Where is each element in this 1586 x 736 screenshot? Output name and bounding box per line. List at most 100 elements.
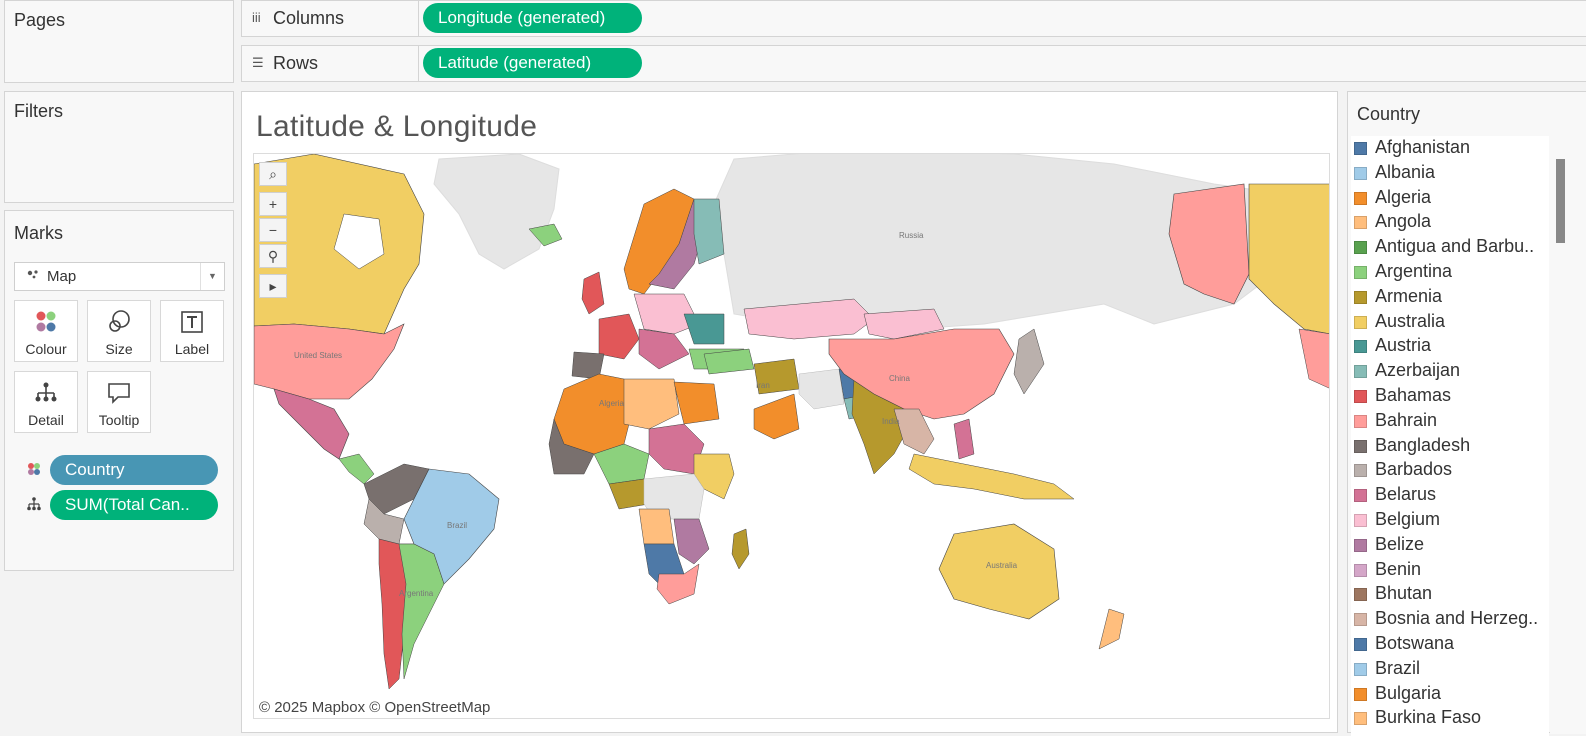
legend-item-label: Benin	[1375, 558, 1422, 579]
color-legend: Country Afghanistan Albania Algeria Angola A…	[1347, 91, 1586, 736]
legend-item-label: Belize	[1375, 533, 1425, 554]
legend-swatch	[1354, 290, 1367, 304]
map-label-algeria: Algeria	[599, 399, 624, 408]
legend-item[interactable]: Brazil	[1351, 657, 1549, 682]
legend-item[interactable]: Albania	[1351, 161, 1549, 186]
legend-item-label: Afghanistan	[1375, 137, 1471, 157]
legend-item-label: Australia	[1375, 310, 1446, 331]
world-map[interactable]	[254, 154, 1330, 719]
size-label: Size	[105, 341, 133, 357]
scrollbar-thumb[interactable]	[1556, 159, 1565, 243]
legend-item[interactable]: Bosnia and Herzeg..	[1351, 607, 1549, 632]
rows-shelf[interactable]: ☰ Rows Latitude (generated)	[241, 45, 1586, 82]
pin-icon[interactable]: ⚲	[259, 244, 287, 268]
legend-item-label: Antigua and Barbu..	[1375, 236, 1535, 257]
legend-item-label: Bhutan	[1375, 583, 1433, 604]
pages-title: Pages	[14, 10, 66, 30]
legend-item[interactable]: Bangladesh	[1351, 434, 1549, 459]
play-icon[interactable]: ▸	[259, 274, 287, 298]
legend-swatch	[1354, 588, 1367, 602]
map-label-argentina: Argentina	[399, 589, 434, 598]
legend-swatch	[1354, 637, 1367, 651]
legend-item-label: Albania	[1375, 161, 1436, 182]
label-label: Label	[174, 341, 210, 357]
legend-item-label: Burkina Faso	[1375, 707, 1482, 728]
size-button[interactable]: Size	[87, 300, 151, 362]
search-icon[interactable]: ⌕	[259, 162, 287, 186]
mark-type-dropdown[interactable]: Map ▼	[14, 262, 225, 291]
legend-item[interactable]: Argentina	[1351, 260, 1549, 285]
legend-item[interactable]: Barbados	[1351, 458, 1549, 483]
legend-item[interactable]: Austria	[1351, 334, 1549, 359]
legend-item-label: Angola	[1375, 211, 1432, 232]
legend-title: Country	[1357, 104, 1421, 124]
legend-item-label: Armenia	[1375, 285, 1443, 306]
legend-swatch	[1354, 365, 1367, 379]
detail-icon	[15, 380, 77, 406]
map-label-china: China	[889, 374, 910, 383]
legend-item[interactable]: Australia	[1351, 310, 1549, 335]
legend-swatch	[1354, 489, 1367, 503]
zoom-out-button[interactable]: −	[259, 218, 287, 242]
legend-item[interactable]: Belize	[1351, 533, 1549, 558]
legend-swatch	[1354, 613, 1367, 627]
legend-item[interactable]: Bhutan	[1351, 582, 1549, 607]
colour-encoding-icon	[27, 462, 41, 481]
map-attribution: © 2025 Mapbox © OpenStreetMap	[256, 699, 494, 716]
viz-pane: Latitude & Longitude	[241, 91, 1338, 733]
legend-item[interactable]: Belgium	[1351, 508, 1549, 533]
mark-type-label: Map	[47, 268, 77, 285]
chevron-down-icon[interactable]: ▼	[200, 263, 224, 290]
colour-icon	[15, 309, 77, 335]
filters-card[interactable]: Filters	[4, 91, 234, 203]
legend-item[interactable]: Angola	[1351, 210, 1549, 235]
zoom-in-button[interactable]: +	[259, 192, 287, 216]
legend-item[interactable]: Algeria	[1351, 186, 1549, 211]
legend-swatch	[1354, 166, 1367, 180]
detail-label: Detail	[28, 412, 64, 428]
legend-swatch	[1354, 513, 1367, 527]
legend-item-label: Barbados	[1375, 459, 1453, 480]
columns-shelf[interactable]: iii Columns Longitude (generated)	[241, 0, 1586, 37]
legend-swatch	[1354, 315, 1367, 329]
colour-button[interactable]: Colour	[14, 300, 78, 362]
tooltip-button[interactable]: Tooltip	[87, 371, 151, 433]
rows-label: Rows	[273, 53, 319, 73]
map-icon	[27, 269, 41, 284]
legend-swatch	[1354, 142, 1367, 155]
legend-item[interactable]: Afghanistan	[1351, 136, 1549, 161]
marks-card: Marks Map ▼ Colour Size Label Detail	[4, 210, 234, 571]
legend-swatch	[1354, 712, 1367, 726]
legend-item[interactable]: Antigua and Barbu..	[1351, 235, 1549, 260]
marks-title: Marks	[14, 223, 63, 243]
columns-label: Columns	[273, 8, 345, 28]
legend-item[interactable]: Burkina Faso	[1351, 706, 1549, 731]
legend-item[interactable]: Azerbaijan	[1351, 359, 1549, 384]
legend-list: Afghanistan Albania Algeria Angola Antigua a…	[1351, 136, 1549, 736]
map-label-australia: Australia	[986, 561, 1018, 570]
pages-card[interactable]: Pages	[4, 0, 234, 83]
legend-item[interactable]: Benin	[1351, 558, 1549, 583]
legend-item-label: Algeria	[1375, 186, 1432, 207]
latitude-pill[interactable]: Latitude (generated)	[423, 48, 642, 78]
map-label-iran: Iran	[756, 381, 770, 390]
legend-item[interactable]: Bahamas	[1351, 384, 1549, 409]
label-button[interactable]: Label	[160, 300, 224, 362]
total-pill[interactable]: SUM(Total Can..	[50, 490, 218, 520]
legend-item[interactable]: Armenia	[1351, 285, 1549, 310]
map-label-united-states: United States	[294, 351, 343, 360]
country-pill[interactable]: Country	[50, 455, 218, 485]
longitude-pill[interactable]: Longitude (generated)	[423, 3, 642, 33]
legend-item[interactable]: Bulgaria	[1351, 682, 1549, 707]
map-toolbar: ⌕ + − ⚲ ▸	[259, 162, 289, 300]
legend-item[interactable]: Botswana	[1351, 632, 1549, 657]
legend-swatch	[1354, 389, 1367, 403]
legend-item[interactable]: Belarus	[1351, 483, 1549, 508]
legend-scrollbar[interactable]	[1550, 136, 1586, 734]
map[interactable]: Russia Iran China Brazil Australia Unite…	[253, 153, 1330, 719]
tooltip-label: Tooltip	[98, 412, 140, 428]
tooltip-icon	[88, 380, 150, 406]
legend-item[interactable]: Bahrain	[1351, 409, 1549, 434]
detail-button[interactable]: Detail	[14, 371, 78, 433]
map-label-india: India	[882, 417, 900, 426]
